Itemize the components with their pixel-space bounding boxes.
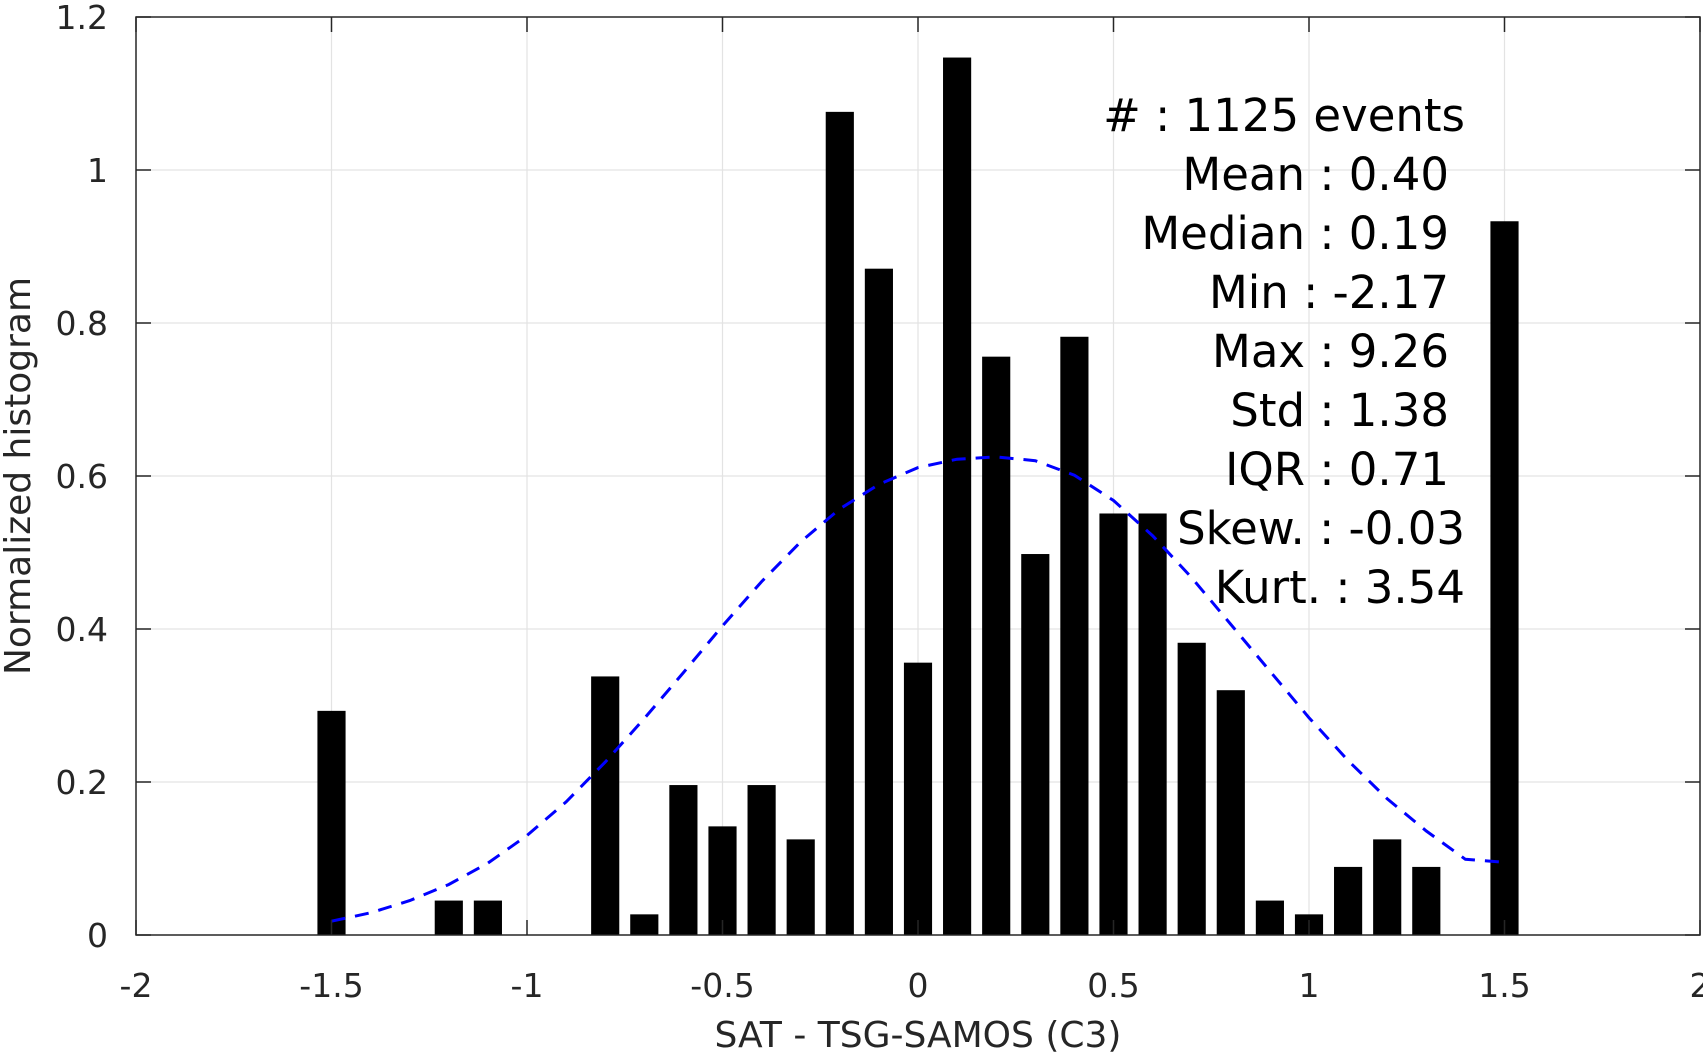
x-tick-label: 1.5 (1478, 966, 1530, 1005)
histogram-bar (1177, 642, 1206, 935)
x-tick-label: -0.5 (690, 966, 754, 1005)
stats-max: Max : 9.26 (1212, 325, 1449, 378)
histogram-bar (1373, 839, 1402, 935)
y-tick-label: 0.8 (56, 304, 108, 343)
histogram-bar (1138, 513, 1167, 935)
stats-events: # : 1125 events (1103, 89, 1465, 142)
histogram-bar (1021, 554, 1050, 935)
y-tick-label: 1.2 (56, 0, 108, 37)
histogram-bar (1255, 900, 1284, 935)
stats-kurt: Kurt. : 3.54 (1215, 561, 1465, 614)
histogram-bar (943, 57, 972, 936)
histogram-bar (1490, 221, 1519, 935)
x-tick-label: 2 (1690, 966, 1703, 1005)
histogram-bar (982, 356, 1011, 935)
x-axis-label: SAT - TSG-SAMOS (C3) (715, 1015, 1122, 1053)
stats-std: Std : 1.38 (1230, 384, 1449, 437)
histogram-bar (1334, 866, 1363, 935)
histogram-bar (473, 900, 502, 935)
histogram-bar (747, 785, 776, 935)
histogram-bar (864, 268, 893, 935)
histogram-bar (669, 785, 698, 935)
histogram-bar (591, 676, 620, 935)
y-axis-label: Normalized histogram (0, 277, 39, 675)
histogram-bars (317, 57, 1519, 936)
x-tick-label: 1 (1299, 966, 1320, 1005)
histogram-bar (630, 914, 659, 935)
histogram-bar (903, 662, 933, 935)
stats-mean: Mean : 0.40 (1182, 148, 1449, 201)
histogram-bar (786, 839, 815, 935)
histogram-bar (1099, 513, 1128, 935)
histogram-bar (1216, 690, 1245, 935)
stats-iqr: IQR : 0.71 (1225, 443, 1449, 496)
stats-min: Min : -2.17 (1209, 266, 1449, 319)
axis-ticks (135, 16, 1701, 936)
fit-curve (331, 455, 1505, 923)
stats-median: Median : 0.19 (1141, 207, 1449, 260)
histogram-bar (825, 111, 854, 936)
histogram-bar (434, 900, 463, 935)
stats-skew: Skew. : -0.03 (1177, 502, 1465, 555)
x-tick-label: 0 (908, 966, 929, 1005)
x-tick-label: -1 (511, 966, 544, 1005)
y-tick-label: 0.2 (56, 763, 108, 802)
grid-lines (136, 17, 1700, 935)
histogram-bar (708, 826, 737, 935)
y-tick-label: 0.4 (56, 610, 108, 649)
histogram-bar (1412, 866, 1441, 935)
x-tick-labels: -2 -1.5 -1 -0.5 0 0.5 1 1.5 2 (120, 966, 1703, 1005)
histogram-bar (317, 710, 346, 935)
x-tick-label: -1.5 (299, 966, 363, 1005)
y-tick-labels: 0 0.2 0.4 0.6 0.8 1 1.2 (56, 0, 108, 955)
x-tick-label: 0.5 (1087, 966, 1139, 1005)
y-tick-label: 1 (87, 151, 108, 190)
stats-annotation: # : 1125 events Mean : 0.40 Median : 0.1… (1103, 89, 1465, 614)
y-tick-label: 0.6 (56, 457, 108, 496)
y-tick-label: 0 (87, 916, 108, 955)
histogram-bar (1060, 336, 1089, 935)
x-tick-label: -2 (120, 966, 153, 1005)
